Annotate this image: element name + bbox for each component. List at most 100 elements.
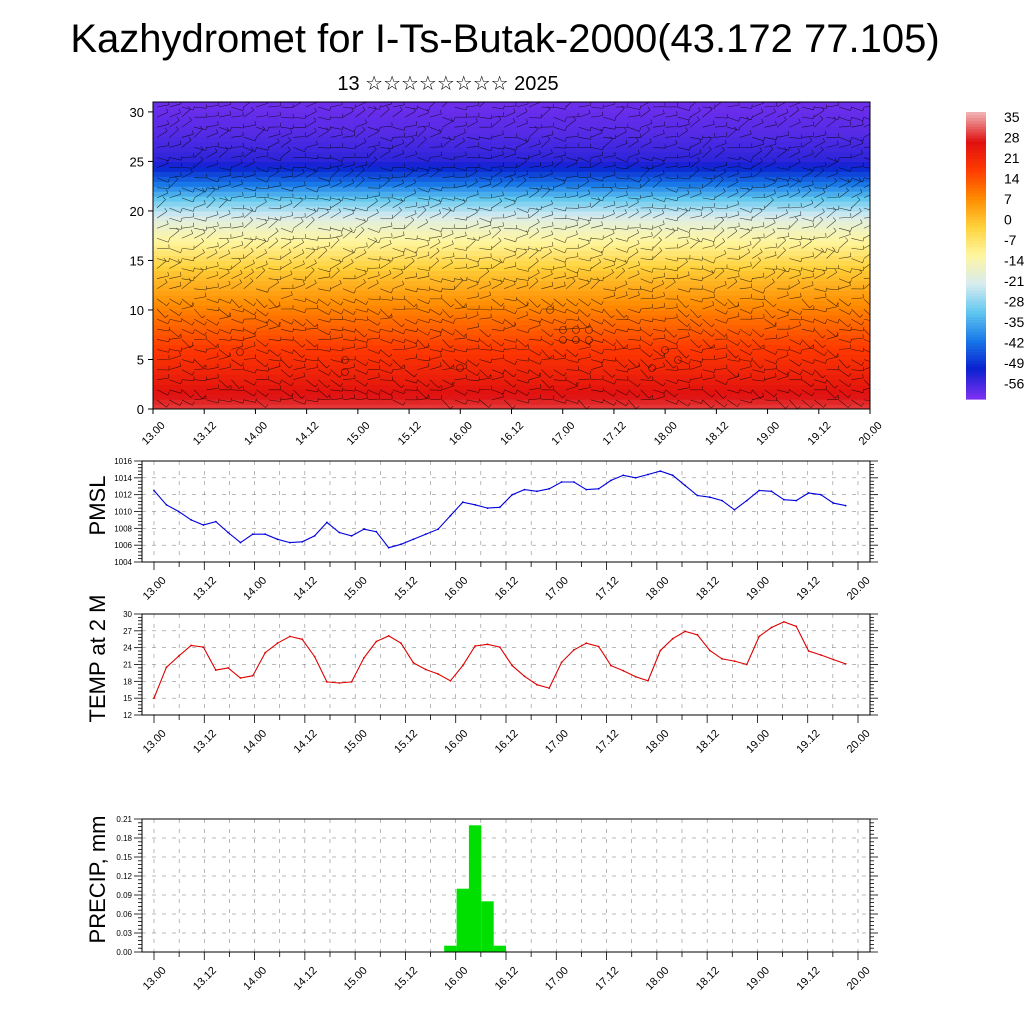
wind-barb (801, 180, 814, 189)
wind-barb (194, 125, 208, 131)
wind-barb (690, 102, 697, 108)
colorbar-swatch (966, 378, 986, 383)
wind-barb (392, 198, 404, 209)
wind-barb (702, 343, 715, 350)
wind-barb (516, 339, 529, 348)
wind-barb (739, 143, 753, 148)
wind-barb (206, 343, 219, 350)
wind-barb (826, 331, 839, 340)
wind-barb (677, 207, 688, 219)
wind-barb (367, 105, 381, 110)
wind-barb (528, 359, 542, 365)
wind-barb (739, 261, 752, 269)
wind-barb (528, 372, 541, 380)
wind-barb (169, 379, 183, 385)
wind-barb (454, 277, 464, 289)
wind-barb (714, 161, 728, 168)
temperature-band (153, 156, 870, 163)
y-tick-label: 10 (130, 303, 144, 318)
wind-barb (218, 308, 232, 317)
wind-barb (293, 168, 305, 178)
wind-barb (442, 183, 455, 189)
temperature-band (153, 215, 870, 222)
wind-barb (380, 137, 394, 142)
wind-barb (640, 317, 654, 323)
wind-barb (243, 308, 257, 316)
wind-barb (590, 151, 604, 158)
wind-barb (590, 111, 604, 118)
wind-barb (281, 305, 294, 310)
data-point (177, 655, 180, 657)
wind-barb (318, 247, 328, 259)
colorbar-swatch (966, 267, 986, 271)
wind-barb (417, 286, 431, 291)
wind-barb (318, 234, 331, 239)
wind-barb (826, 115, 840, 120)
wind-barb (615, 225, 629, 230)
wind-barb (243, 354, 256, 360)
wind-barb (814, 138, 826, 148)
wind-barb (553, 369, 567, 377)
wind-barb (491, 318, 505, 325)
wind-barb (380, 296, 393, 301)
wind-barb (578, 143, 591, 148)
wind-barb (541, 186, 555, 191)
colorbar-swatch (966, 232, 986, 236)
wind-barb (293, 399, 307, 405)
data-point (153, 489, 155, 492)
wind-barb (665, 153, 678, 159)
wind-barb (814, 287, 828, 292)
wind-barb (280, 248, 292, 259)
wind-barb (355, 269, 367, 279)
wind-barb (156, 157, 170, 162)
wind-barb (367, 237, 378, 249)
wind-barb (702, 241, 715, 249)
wind-barb (404, 327, 418, 333)
wind-barb (516, 170, 529, 178)
wind-barb (218, 336, 232, 341)
wind-barb (566, 191, 579, 199)
wind-barb (442, 328, 455, 336)
wind-barb (293, 195, 306, 200)
wind-barb (801, 150, 814, 158)
wind-barb (566, 338, 580, 343)
wind-barb (541, 122, 554, 128)
temperature-band (153, 339, 870, 346)
wind-barb (801, 399, 814, 408)
wind-barb (466, 112, 480, 118)
wind-barb (342, 318, 356, 323)
wind-barb (293, 197, 303, 209)
wind-barb (491, 227, 502, 239)
colorbar-label: 35 (1004, 109, 1020, 125)
wind-barb (714, 132, 728, 138)
wind-barb (156, 244, 170, 249)
temperature-field (153, 102, 870, 409)
wind-barb (826, 298, 839, 307)
wind-barb (305, 167, 319, 172)
wind-barb (442, 285, 455, 290)
wind-barb (776, 308, 790, 314)
wind-barb (764, 219, 776, 229)
wind-barb (727, 102, 740, 108)
data-point (610, 664, 612, 667)
wind-barb (491, 191, 504, 199)
wind-barb (504, 108, 516, 118)
wind-barb (615, 164, 629, 170)
wind-barb (342, 167, 354, 178)
wind-barb (603, 291, 616, 300)
wind-barb (355, 119, 367, 128)
wind-barb (652, 159, 665, 168)
wind-barb (727, 200, 740, 209)
wind-barb (640, 164, 654, 169)
colorbar-swatch (966, 170, 986, 175)
wind-barb (417, 108, 429, 118)
wind-barb (789, 211, 802, 219)
wind-barb (392, 339, 406, 344)
wind-barb (851, 373, 864, 380)
wind-barb (801, 359, 815, 364)
wind-barb (280, 211, 293, 219)
wind-barb (181, 318, 195, 326)
wind-barb (268, 397, 282, 402)
y-tick-label: 1008 (114, 524, 132, 533)
colorbar-label: 28 (1004, 130, 1020, 146)
